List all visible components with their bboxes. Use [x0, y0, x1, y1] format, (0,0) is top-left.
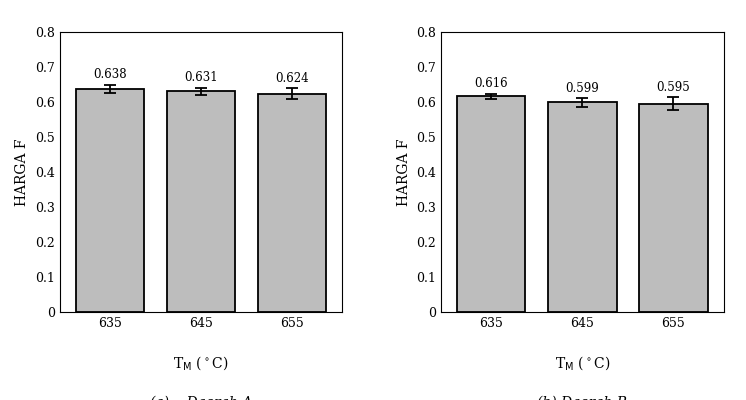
Bar	[457, 96, 525, 312]
Text: T$_\mathrm{M}$ ($^\circ$C): T$_\mathrm{M}$ ($^\circ$C)	[555, 354, 610, 372]
Y-axis label: HARGA F: HARGA F	[397, 138, 411, 206]
Text: 0.616: 0.616	[474, 77, 508, 90]
Text: (b) Daerah B: (b) Daerah B	[537, 396, 627, 400]
Bar	[167, 91, 235, 312]
Text: (a)    Daerah A: (a) Daerah A	[150, 396, 252, 400]
Bar	[548, 102, 616, 312]
Text: 0.599: 0.599	[565, 82, 599, 95]
Bar	[258, 94, 326, 312]
Bar	[639, 104, 708, 312]
Text: 0.624: 0.624	[275, 72, 309, 85]
Text: 0.631: 0.631	[184, 71, 218, 84]
Bar	[75, 89, 144, 312]
Y-axis label: HARGA F: HARGA F	[16, 138, 29, 206]
Text: T$_\mathrm{M}$ ($^\circ$C): T$_\mathrm{M}$ ($^\circ$C)	[173, 354, 228, 372]
Text: 0.595: 0.595	[656, 81, 690, 94]
Text: 0.638: 0.638	[93, 68, 127, 81]
